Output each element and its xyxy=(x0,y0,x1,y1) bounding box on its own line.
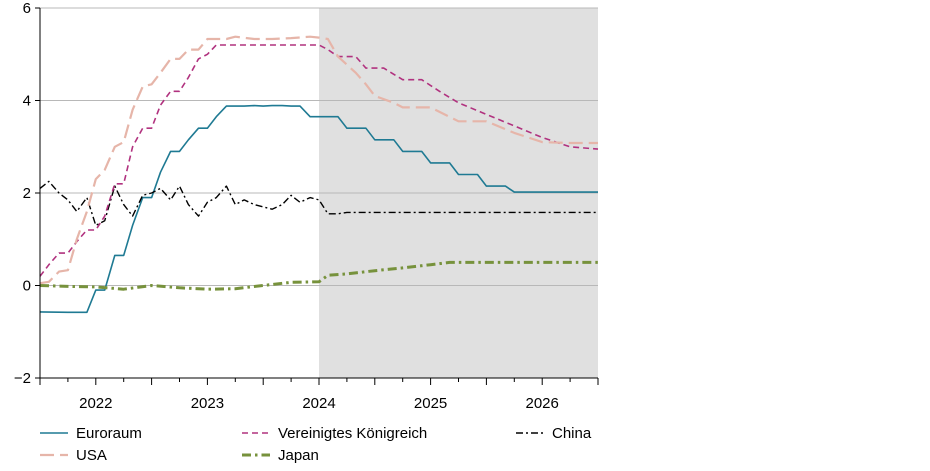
x-tick-label: 2023 xyxy=(191,395,224,412)
legend-label: Japan xyxy=(278,447,319,464)
y-tick-label: 4 xyxy=(23,93,31,110)
legend-label: China xyxy=(552,425,592,442)
y-tick-label: 0 xyxy=(23,278,31,295)
series-line-japan xyxy=(39,260,598,291)
y-tick-label: 2 xyxy=(23,185,31,202)
grid-lines xyxy=(40,7,598,286)
series-line-usa xyxy=(39,35,598,285)
y-tick-label: −2 xyxy=(14,370,31,387)
legend: Euroraum USA Vereinigtes Königreich China Ja… xyxy=(40,425,592,464)
legend-label: USA xyxy=(76,447,107,464)
y-tick-label: 6 xyxy=(23,0,31,17)
series-line-euroraum xyxy=(39,104,598,314)
legend-label: Vereinigtes Königreich xyxy=(278,425,427,442)
x-tick-label: 2026 xyxy=(526,395,559,412)
series-line-vereinigtes-k-nigreich xyxy=(39,44,599,277)
x-tick-label: 2024 xyxy=(302,395,335,412)
x-tick-label: 2022 xyxy=(79,395,112,412)
series-lines xyxy=(39,35,599,314)
axes: −2 0 2 4 6 2022 2023 2024 2025 2026 xyxy=(14,0,599,412)
legend-label: Euroraum xyxy=(76,425,142,442)
series-line-china xyxy=(39,180,598,227)
x-tick-label: 2025 xyxy=(414,395,447,412)
